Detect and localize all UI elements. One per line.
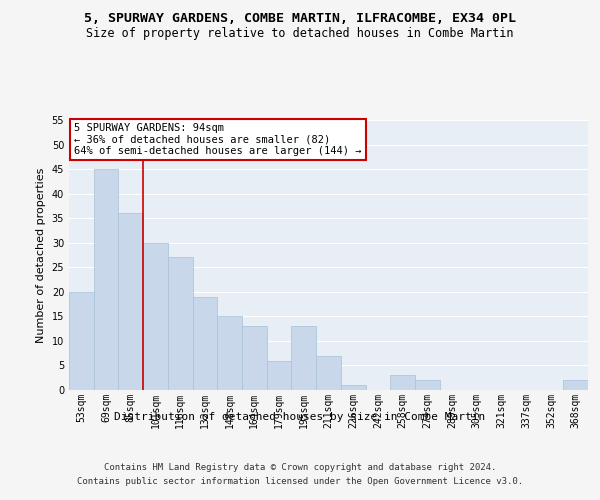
Text: Contains HM Land Registry data © Crown copyright and database right 2024.: Contains HM Land Registry data © Crown c… [104,462,496,471]
Bar [168,258,193,390]
Bar [415,380,440,390]
Bar [242,326,267,390]
Bar [118,214,143,390]
Bar [143,242,168,390]
Bar [292,326,316,390]
Bar [94,169,118,390]
Text: Size of property relative to detached houses in Combe Martin: Size of property relative to detached ho… [86,28,514,40]
Text: Distribution of detached houses by size in Combe Martin: Distribution of detached houses by size … [115,412,485,422]
Text: 5, SPURWAY GARDENS, COMBE MARTIN, ILFRACOMBE, EX34 0PL: 5, SPURWAY GARDENS, COMBE MARTIN, ILFRAC… [84,12,516,26]
Y-axis label: Number of detached properties: Number of detached properties [36,168,46,342]
Text: Contains public sector information licensed under the Open Government Licence v3: Contains public sector information licen… [77,478,523,486]
Bar [267,360,292,390]
Bar [563,380,588,390]
Text: 5 SPURWAY GARDENS: 94sqm
← 36% of detached houses are smaller (82)
64% of semi-d: 5 SPURWAY GARDENS: 94sqm ← 36% of detach… [74,122,362,156]
Bar [217,316,242,390]
Bar [69,292,94,390]
Bar [341,385,365,390]
Bar [193,296,217,390]
Bar [390,376,415,390]
Bar [316,356,341,390]
